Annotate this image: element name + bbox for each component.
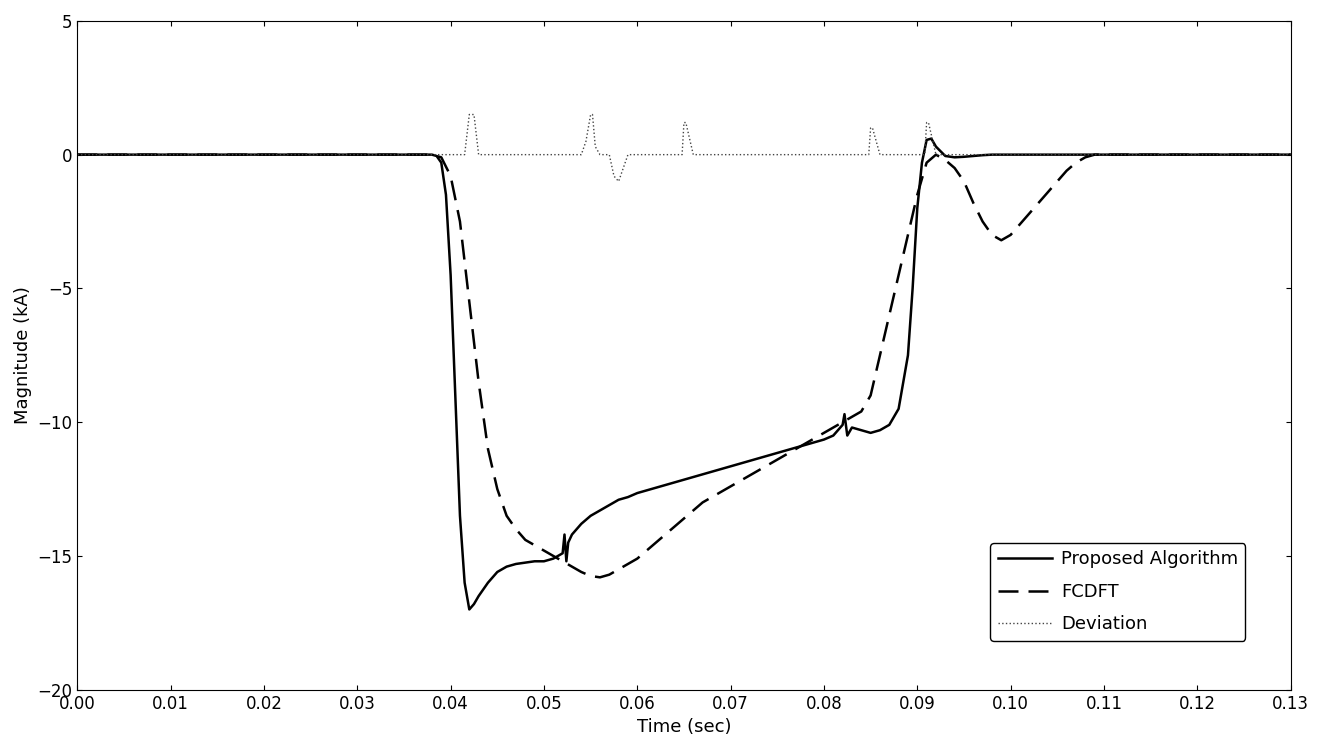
- Deviation: [69, 150, 85, 159]
- FCDFT: [732, 476, 747, 485]
- Proposed Algorithm: [685, 472, 701, 482]
- Proposed Algorithm: [1283, 150, 1299, 159]
- Proposed Algorithm: [923, 134, 939, 143]
- FCDFT: [658, 530, 673, 539]
- Deviation: [611, 177, 627, 186]
- Proposed Algorithm: [918, 136, 934, 145]
- X-axis label: Time (sec): Time (sec): [636, 718, 732, 736]
- Proposed Algorithm: [425, 150, 441, 159]
- Proposed Algorithm: [462, 605, 478, 614]
- FCDFT: [69, 150, 85, 159]
- Proposed Algorithm: [900, 351, 916, 360]
- Deviation: [582, 110, 598, 119]
- Deviation: [1283, 150, 1299, 159]
- FCDFT: [591, 573, 607, 582]
- FCDFT: [789, 445, 804, 454]
- Deviation: [1012, 150, 1028, 159]
- FCDFT: [938, 155, 954, 164]
- Proposed Algorithm: [443, 271, 459, 280]
- Deviation: [667, 150, 683, 159]
- Proposed Algorithm: [69, 150, 85, 159]
- FCDFT: [1283, 150, 1299, 159]
- Deviation: [816, 150, 832, 159]
- Deviation: [462, 110, 478, 119]
- Line: Proposed Algorithm: Proposed Algorithm: [77, 139, 1291, 610]
- Line: FCDFT: FCDFT: [77, 154, 1291, 578]
- Proposed Algorithm: [722, 462, 738, 471]
- FCDFT: [462, 297, 478, 306]
- Deviation: [863, 124, 878, 133]
- Deviation: [587, 142, 603, 151]
- FCDFT: [536, 546, 552, 555]
- Y-axis label: Magnitude (kA): Magnitude (kA): [13, 286, 32, 424]
- Line: Deviation: Deviation: [77, 115, 1291, 182]
- Legend: Proposed Algorithm, FCDFT, Deviation: Proposed Algorithm, FCDFT, Deviation: [991, 543, 1245, 640]
